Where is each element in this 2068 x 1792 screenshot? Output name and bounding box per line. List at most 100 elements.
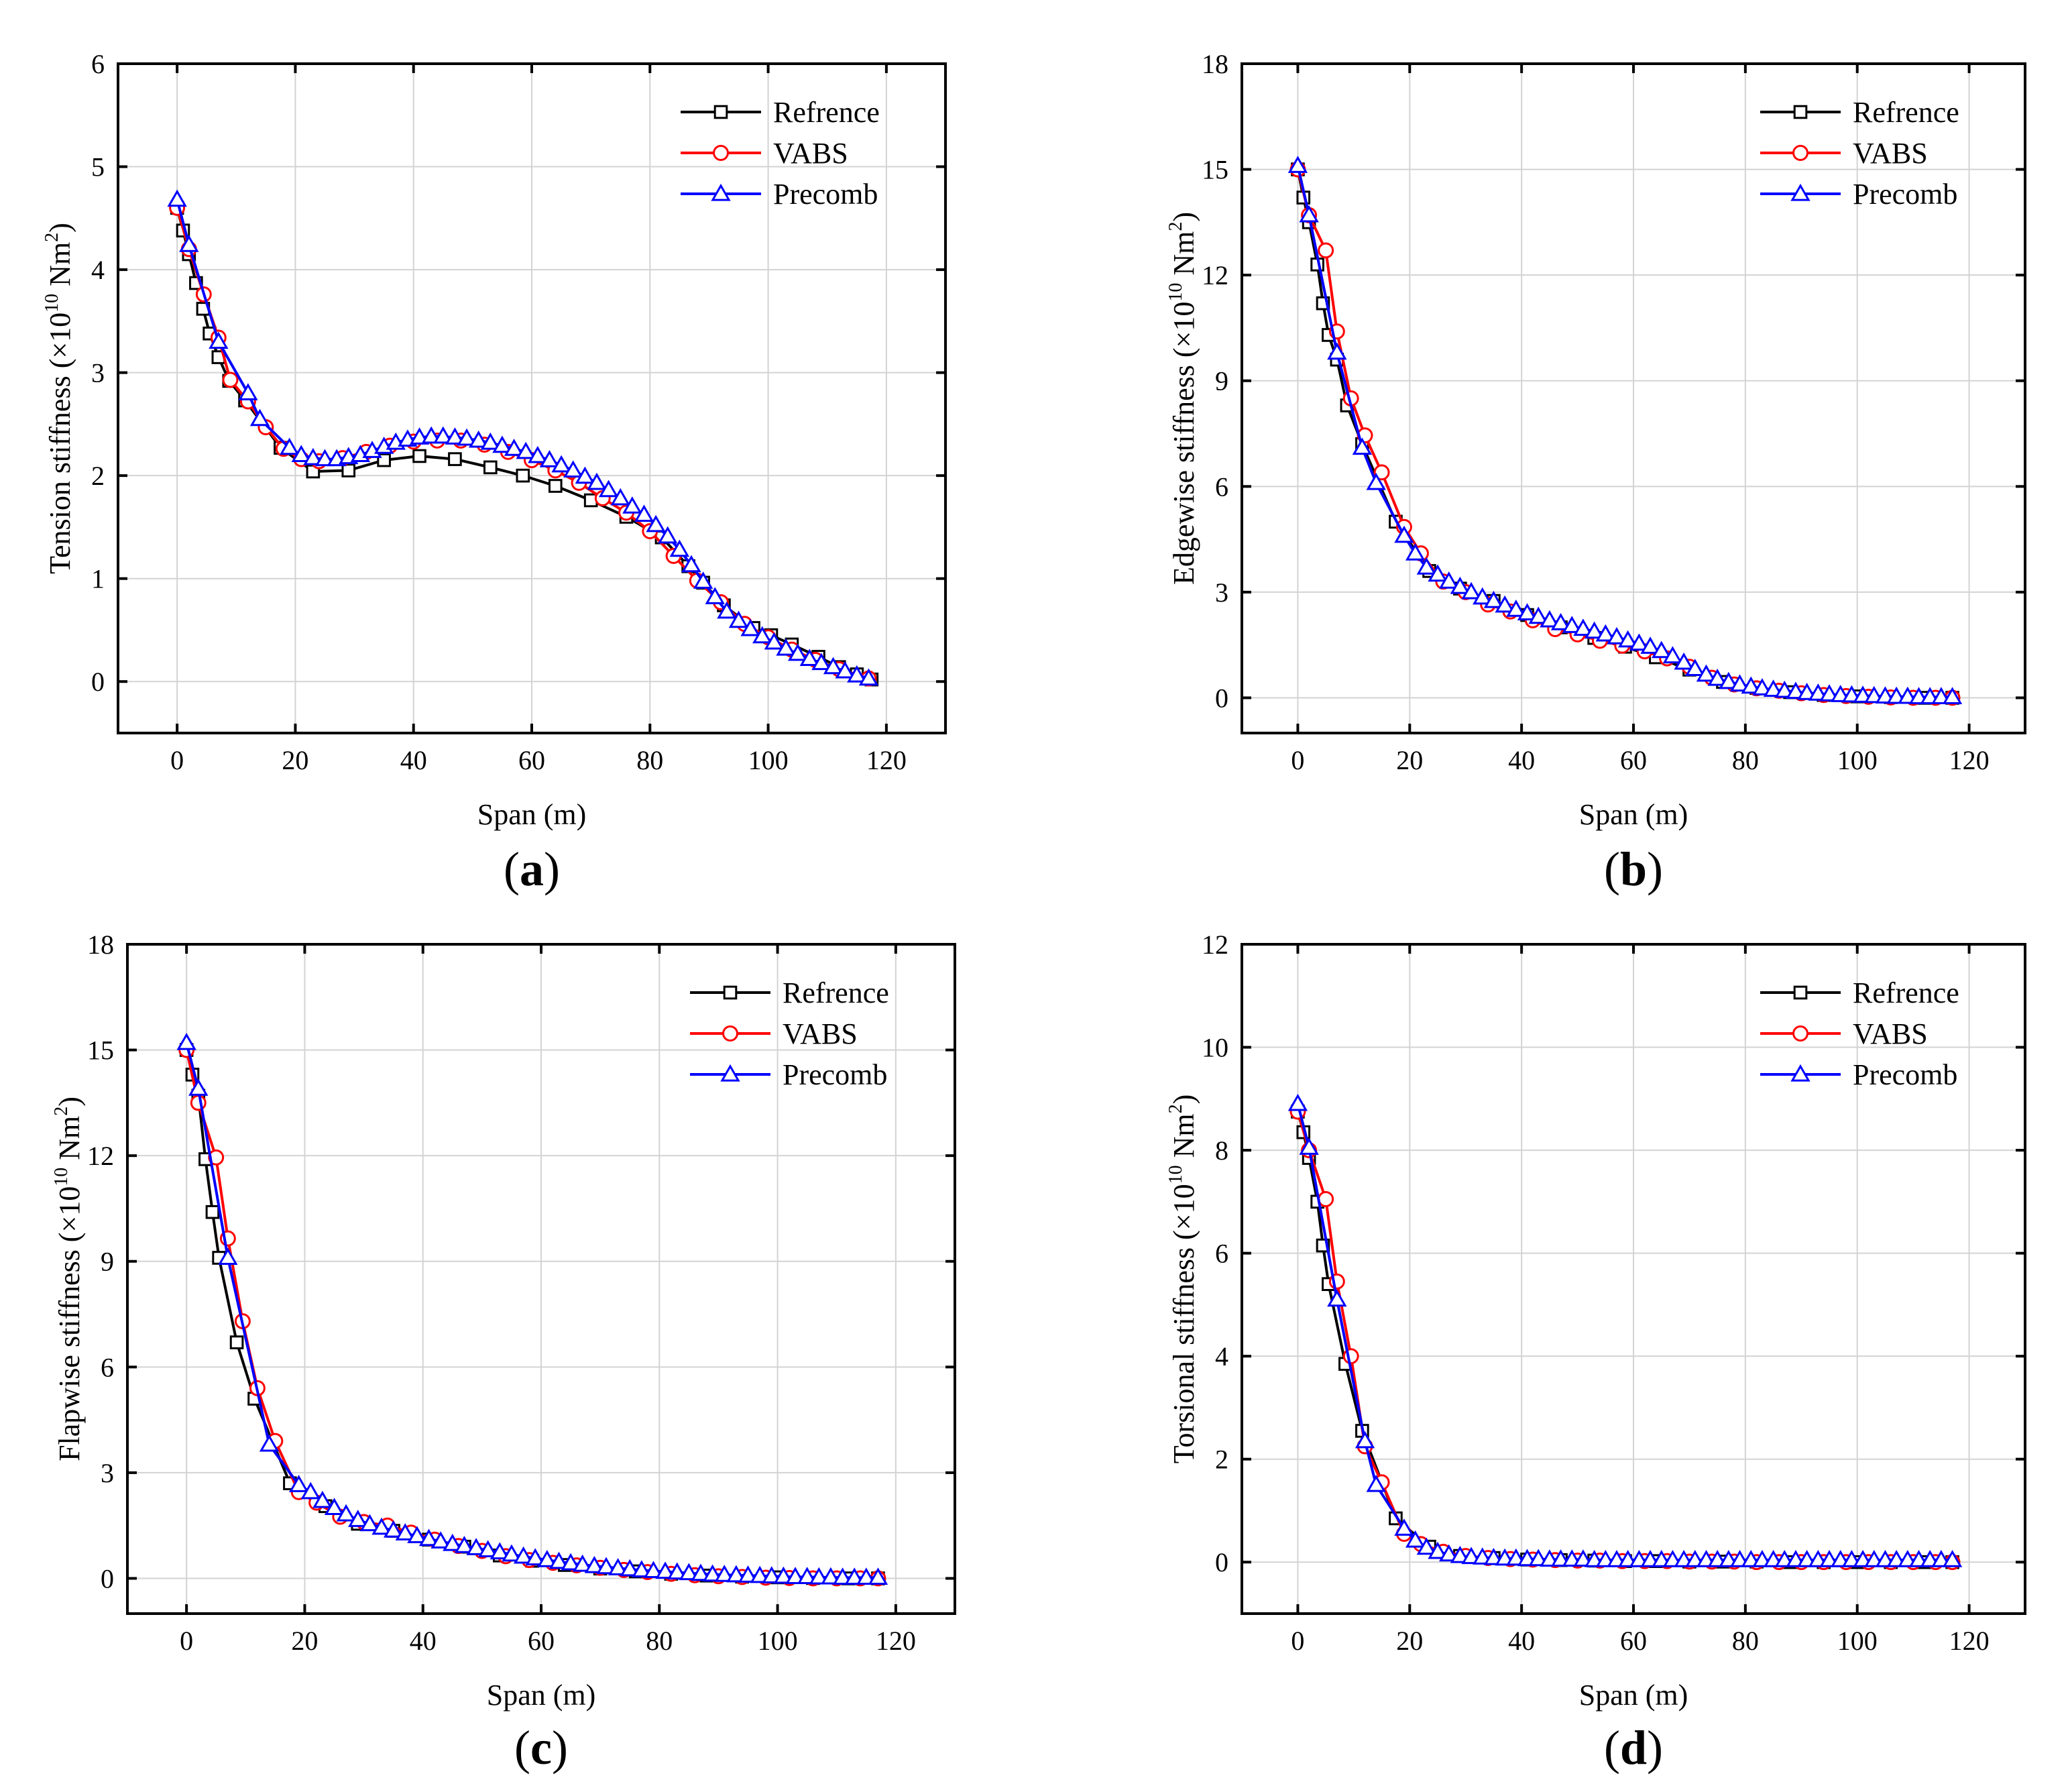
legend-marker	[1792, 1025, 1808, 1042]
data-point-precomb	[561, 1553, 581, 1571]
data-point-refrence	[412, 449, 426, 463]
data-point-precomb	[1595, 624, 1615, 642]
data-point-precomb	[549, 1551, 569, 1569]
data-point-precomb	[1428, 564, 1448, 582]
legend-marker	[1793, 105, 1808, 119]
series-refrence	[1291, 162, 1959, 705]
y-tick-label: 9	[1215, 366, 1228, 396]
data-point-precomb	[1607, 627, 1627, 645]
series-precomb	[176, 1032, 888, 1585]
x-tick-label: 80	[1732, 745, 1759, 775]
data-point-precomb	[1696, 664, 1717, 682]
y-axis-label-part: 10	[42, 294, 62, 313]
data-point-precomb	[1562, 616, 1582, 633]
data-point-precomb	[1450, 576, 1471, 594]
data-point-precomb	[714, 1565, 734, 1582]
x-axis-label: Span (m)	[477, 798, 587, 831]
data-point-precomb	[1352, 437, 1373, 455]
axes: 0 20 40 60 80 100 120 0 3 6 9 12 15 18	[87, 930, 955, 1656]
x-tick-label: 0	[1291, 745, 1304, 775]
legend-label: VABS	[1853, 137, 1928, 170]
y-tick-label: 4	[1215, 1341, 1228, 1371]
data-point-precomb	[1774, 680, 1794, 698]
data-point-precomb	[502, 1544, 522, 1562]
x-tick-label: 100	[1837, 1626, 1878, 1656]
data-point-precomb	[773, 1566, 794, 1584]
data-point-precomb	[348, 1510, 368, 1527]
series-vabs	[1289, 1103, 1961, 1571]
data-point-vabs	[1318, 242, 1334, 259]
legend-item: Refrence	[690, 976, 889, 1009]
legend-marker	[1790, 183, 1811, 201]
y-axis-label-part: Nm	[1167, 1113, 1200, 1165]
legend: Refrence VABS Precomb	[690, 976, 889, 1091]
data-point-precomb	[717, 601, 737, 619]
y-axis-label: Torsional stiffness (×1010 Nm2)	[1165, 1095, 1200, 1464]
chart-c: 0 20 40 60 80 100 120 0 3 6 9 12 15 18 Refrence VABS Pre…	[51, 930, 956, 1775]
data-point-precomb	[776, 638, 796, 656]
data-point-precomb	[1550, 612, 1571, 630]
data-point-precomb	[1473, 587, 1493, 605]
data-point-precomb	[764, 632, 785, 650]
data-point-refrence	[229, 1335, 244, 1349]
x-tick-label: 60	[518, 745, 545, 775]
y-tick-label: 6	[91, 49, 105, 79]
data-point-precomb	[504, 439, 524, 456]
y-axis-label-part: 2	[42, 233, 62, 242]
data-point-precomb	[238, 383, 258, 400]
data-point-precomb	[443, 1533, 463, 1551]
series-refrence	[170, 201, 879, 687]
legend-item: Precomb	[1760, 178, 1957, 211]
y-tick-label: 2	[1215, 1445, 1228, 1475]
data-point-precomb	[787, 643, 808, 661]
data-point-refrence	[548, 479, 563, 493]
plot-frame	[117, 62, 947, 734]
y-tick-label: 6	[1215, 471, 1228, 502]
data-point-precomb	[728, 610, 749, 628]
data-point-precomb	[608, 1558, 628, 1575]
data-point-precomb	[740, 618, 760, 636]
data-point-precomb	[610, 488, 630, 506]
data-point-precomb	[1355, 1431, 1375, 1449]
data-point-precomb	[490, 1542, 510, 1560]
data-point-precomb	[596, 1557, 616, 1575]
legend-item: Precomb	[1760, 1058, 1957, 1091]
legend: Refrence VABS Precomb	[1760, 976, 1959, 1091]
data-point-precomb	[655, 1561, 675, 1579]
data-point-precomb	[1685, 659, 1705, 676]
y-tick-label: 3	[1215, 577, 1228, 608]
data-point-precomb	[1439, 1544, 1459, 1562]
x-tick-label: 80	[1732, 1626, 1759, 1656]
y-tick-label: 9	[101, 1247, 114, 1277]
legend-item: VABS	[690, 1017, 858, 1050]
data-point-precomb	[1366, 472, 1386, 490]
data-point-precomb	[702, 1564, 723, 1582]
data-point-precomb	[726, 1565, 746, 1583]
data-point-precomb	[643, 1561, 664, 1579]
data-point-precomb	[1640, 636, 1660, 654]
x-tick-label: 120	[866, 745, 907, 775]
data-point-vabs	[1373, 464, 1390, 481]
data-point-precomb	[1898, 686, 1918, 704]
data-point-precomb	[632, 1560, 652, 1577]
data-point-precomb	[634, 504, 654, 522]
y-axis-label-part: )	[44, 223, 76, 233]
data-point-precomb	[1719, 671, 1739, 689]
data-point-precomb	[383, 1520, 404, 1538]
data-point-precomb	[1629, 633, 1650, 651]
data-point-precomb	[598, 480, 619, 498]
data-point-precomb	[646, 514, 666, 533]
series-line-vabs	[185, 1050, 878, 1580]
data-point-precomb	[457, 428, 477, 446]
data-point-precomb	[371, 1517, 392, 1535]
data-point-precomb	[477, 1540, 498, 1558]
data-point-precomb	[300, 1481, 321, 1500]
legend-marker	[1793, 985, 1808, 1000]
y-tick-label: 2	[91, 461, 105, 491]
x-tick-label: 120	[1949, 745, 1990, 775]
data-point-precomb	[1506, 1548, 1526, 1566]
data-point-precomb	[1495, 595, 1515, 613]
data-point-precomb	[525, 1548, 545, 1566]
y-tick-label: 3	[101, 1458, 114, 1488]
